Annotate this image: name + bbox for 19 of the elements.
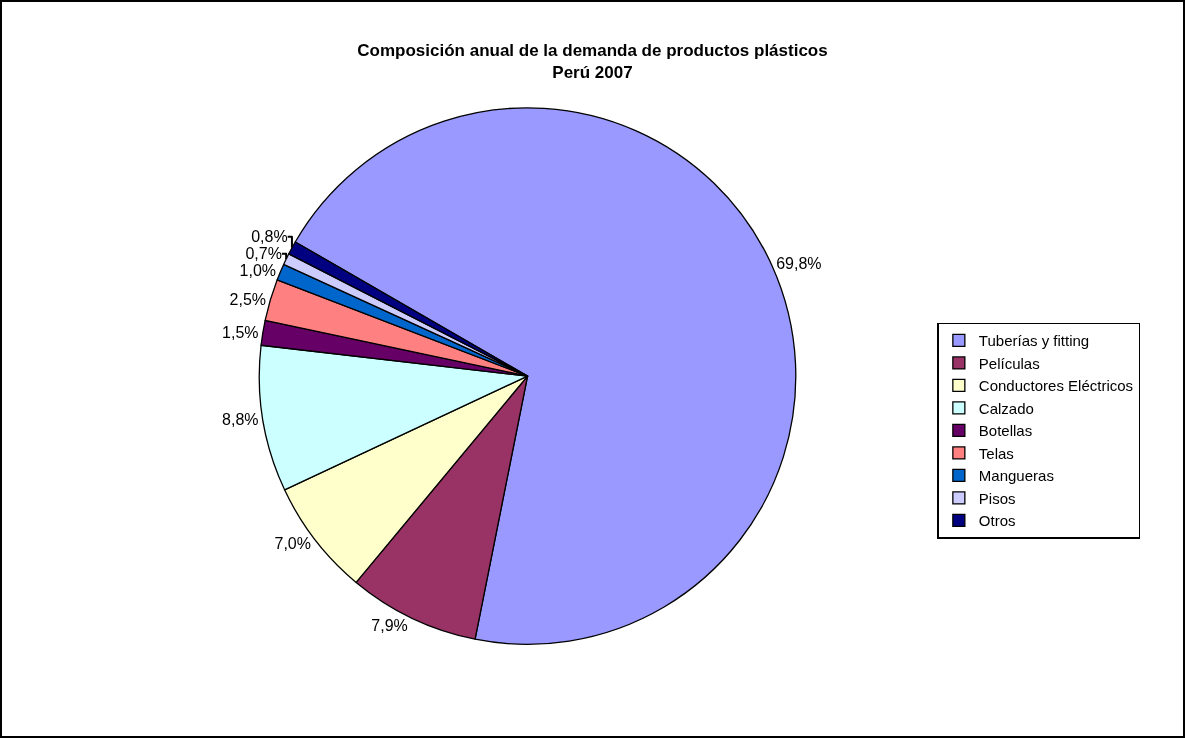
data-label: 7,9%: [371, 616, 408, 634]
legend-label: Películas: [978, 354, 1040, 372]
legend-label: Botellas: [978, 422, 1033, 440]
data-label: 1,5%: [222, 324, 259, 342]
legend-label: Calzado: [978, 399, 1034, 417]
legend-label: Conductores Eléctricos: [978, 377, 1134, 395]
data-label: 8,8%: [222, 410, 259, 428]
legend-label: Telas: [978, 444, 1014, 462]
legend-label: Tuberías y fitting: [978, 332, 1090, 350]
chart-title: Composición anual de la demanda de productos plásticos Perú 2007: [357, 40, 828, 82]
data-label: 2,5%: [229, 290, 267, 308]
data-label: 69,8%: [776, 255, 822, 273]
legend-label: Pisos: [978, 489, 1016, 507]
data-label: 7,0%: [274, 534, 311, 552]
data-label: 1,0%: [239, 262, 276, 280]
legend-label: Mangueras: [978, 467, 1054, 485]
data-label: 0,7%: [245, 245, 282, 263]
legend-label: Otros: [978, 512, 1016, 530]
data-label: 0,8%: [251, 228, 288, 246]
